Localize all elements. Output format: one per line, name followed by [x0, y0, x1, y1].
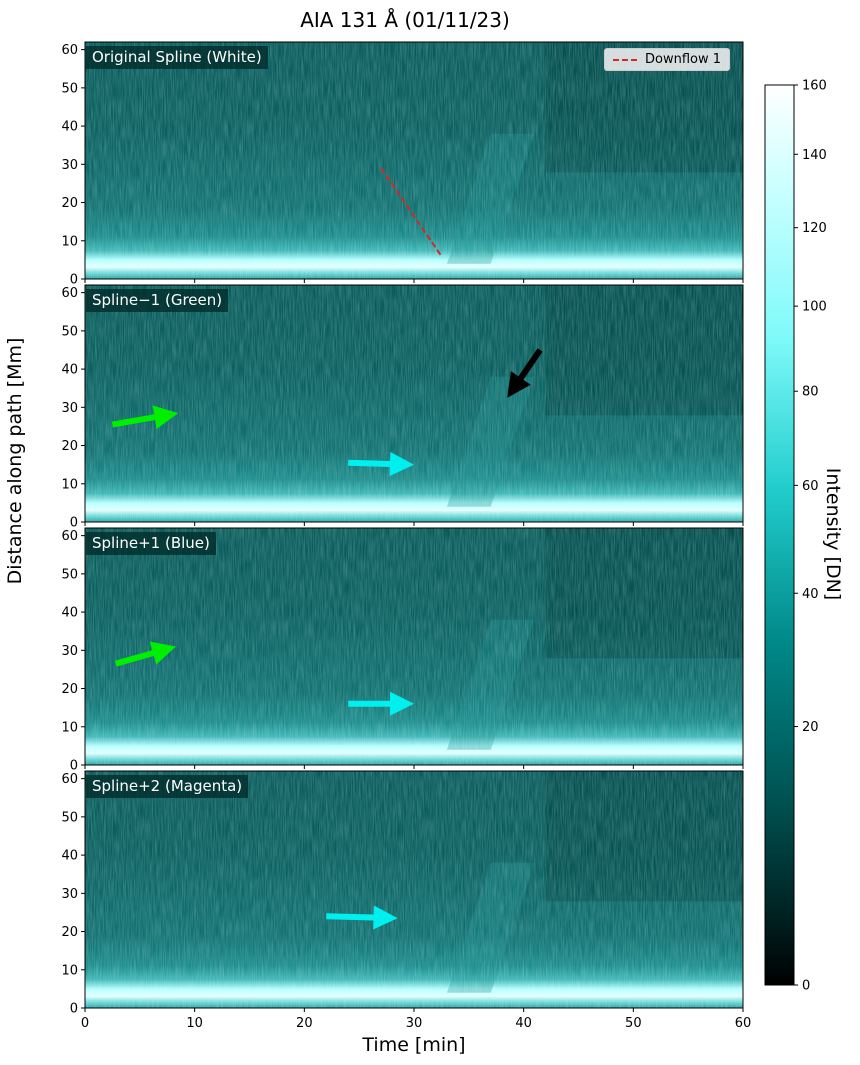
arrow-annotation: [326, 905, 398, 930]
colorbar-tick-label: 120: [802, 221, 827, 236]
y-tick-label: 30: [61, 401, 78, 416]
panel-2: 0 10 20 30 40 50 60: [61, 284, 744, 531]
y-tick-label: 0: [70, 1002, 78, 1017]
y-tick-label: 20: [61, 682, 78, 697]
colorbar-tick-label: 160: [802, 79, 827, 94]
y-tick-label: 40: [61, 606, 78, 621]
x-tick-label: 60: [735, 1016, 752, 1031]
y-tick-label: 40: [61, 849, 78, 864]
y-tick-label: 30: [61, 158, 78, 173]
legend-entry-downflow-1: Downflow 1: [645, 52, 722, 67]
y-tick-label: 20: [61, 925, 78, 940]
x-tick-label: 40: [515, 1016, 532, 1031]
y-tick-label: 50: [61, 81, 78, 96]
y-tick-label: 10: [61, 963, 78, 978]
legend-dashed-line-swatch: [613, 58, 637, 61]
x-tick-label: 20: [296, 1016, 313, 1031]
colorbar-tick-label: 140: [802, 148, 827, 163]
panel-label: Spline+2 (Magenta): [86, 775, 249, 798]
panel-image-noise: [85, 42, 743, 279]
x-tick-label: 30: [406, 1016, 423, 1031]
y-tick-label: 20: [61, 196, 78, 211]
figure-title: AIA 131 Å (01/11/23): [300, 8, 510, 32]
legend: Downflow 1: [604, 48, 731, 71]
x-tick-label: 0: [81, 1016, 89, 1031]
y-tick-label: 40: [61, 120, 78, 135]
colorbar-tick-label: 20: [802, 720, 819, 735]
colorbar-tick-label: 80: [802, 385, 819, 400]
x-tick-label: 50: [625, 1016, 642, 1031]
panel-image-noise: [85, 528, 743, 765]
y-tick-label: 50: [61, 810, 78, 825]
panel-3: 0 10 20 30 40 50 60: [61, 527, 744, 774]
y-tick-label: 40: [61, 363, 78, 378]
y-tick-label: 50: [61, 567, 78, 582]
colorbar-tick-label: 100: [802, 300, 827, 315]
arrow-annotation: [348, 691, 414, 716]
panel-1: 0 10 20 30 40 50 60: [61, 41, 744, 288]
x-tick-label: 10: [186, 1016, 203, 1031]
y-tick-label: 60: [61, 286, 78, 301]
panel-label: Spline+1 (Blue): [86, 532, 216, 555]
y-tick-label: 10: [61, 720, 78, 735]
arrow-annotation: [507, 348, 543, 398]
y-tick-label: 10: [61, 477, 78, 492]
colorbar-tick-label: 60: [802, 479, 819, 494]
arrow-annotation: [111, 405, 179, 429]
y-tick-label: 0: [70, 516, 78, 531]
y-tick-label: 0: [70, 273, 78, 288]
y-tick-label: 60: [61, 43, 78, 58]
panel-label: Original Spline (White): [86, 46, 268, 69]
x-axis-label: Time [min]: [362, 1034, 466, 1056]
y-tick-label: 30: [61, 644, 78, 659]
colorbar-tick-label: 0: [802, 979, 810, 994]
y-tick-label: 50: [61, 324, 78, 339]
y-tick-label: 60: [61, 772, 78, 787]
panel-image-noise: [85, 771, 743, 1008]
y-tick-label: 10: [61, 234, 78, 249]
arrow-annotation: [348, 452, 414, 476]
y-tick-label: 60: [61, 529, 78, 544]
panel-image-noise: [85, 285, 743, 522]
y-tick-label: 0: [70, 759, 78, 774]
y-tick-label: 20: [61, 439, 78, 454]
colorbar-tick-label: 40: [802, 587, 819, 602]
y-tick-label: 30: [61, 887, 78, 902]
panel-4: 0 10 20 30 40 50 60 0 10 20 30 40 50 60: [61, 770, 752, 1031]
arrow-annotation: [114, 641, 176, 667]
colorbar: [764, 84, 795, 986]
panel-label: Spline−1 (Green): [86, 289, 229, 312]
